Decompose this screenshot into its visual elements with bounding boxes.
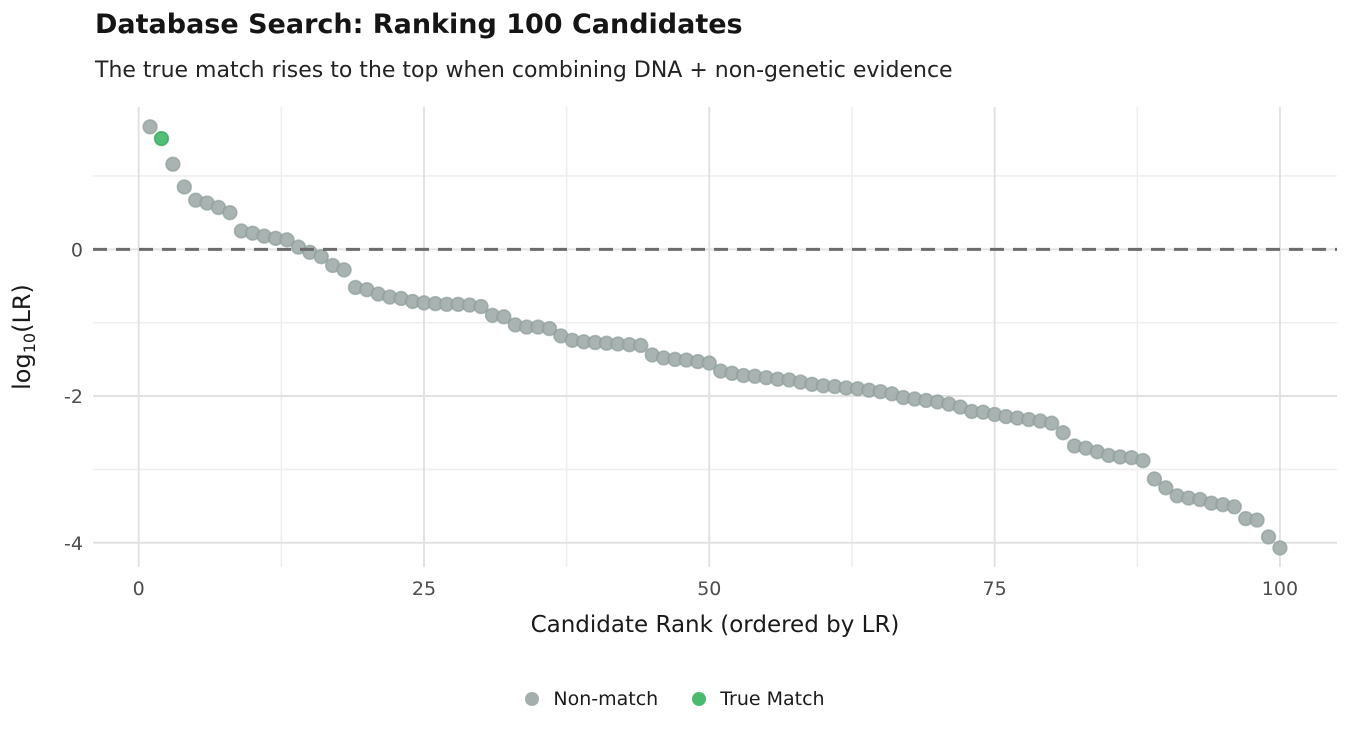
data-point-non-match [701, 355, 717, 371]
data-point-non-match [496, 309, 512, 325]
y-tick-label: -4 [64, 533, 83, 555]
data-point-non-match [1055, 425, 1071, 441]
data-point-non-match [142, 119, 158, 135]
data-point-non-match [1146, 471, 1163, 487]
lr-scatter-plot: 0 25 50 75 100 0 -2 -4 Candidate Rank (ordered … [8, 107, 1337, 638]
true-match-legend-dot [692, 692, 707, 706]
x-tick-label: 75 [983, 578, 1007, 600]
x-tick-label: 0 [133, 578, 145, 600]
data-point-non-match [633, 337, 649, 354]
true-match-legend-label: True Match [720, 688, 825, 710]
data-point-non-match [1043, 415, 1060, 431]
non-match-legend-dot [525, 692, 540, 706]
data-point-non-match [279, 232, 295, 248]
data-point-true-match [153, 130, 170, 147]
data-point-non-match [222, 204, 238, 221]
tick-label-layer: 0 25 50 75 100 0 -2 -4 [64, 239, 1298, 600]
data-point-non-match [541, 320, 558, 337]
data-point-non-match [1158, 480, 1174, 496]
x-tick-label: 25 [412, 578, 436, 600]
legend-item-true-match: True Match [692, 688, 825, 710]
legend-item-non-match: Non-match [525, 688, 658, 710]
data-point-non-match [1135, 452, 1151, 469]
x-tick-label: 50 [697, 578, 721, 600]
x-axis-title: Candidate Rank (ordered by LR) [531, 612, 900, 638]
grid-minor-layer [93, 107, 1337, 567]
data-point-non-match [313, 248, 329, 265]
data-point-non-match [336, 262, 352, 278]
y-tick-label: 0 [71, 239, 83, 261]
chart-legend: Non-match True Match [0, 688, 1350, 710]
data-point-non-match [1226, 499, 1242, 515]
chart-subtitle: The true match rises to the top when com… [95, 58, 953, 83]
chart-title: Database Search: Ranking 100 Candidates [95, 9, 743, 40]
y-axis-title: log10(LR) [8, 284, 39, 390]
y-axis-title-text: log10(LR) [8, 284, 39, 390]
data-point-non-match [1272, 540, 1288, 556]
data-point-non-match [176, 179, 193, 195]
points-layer [142, 119, 1288, 556]
data-point-non-match [1260, 529, 1277, 545]
y-tick-label: -2 [64, 386, 83, 408]
data-point-non-match [1249, 512, 1265, 528]
data-point-non-match [165, 156, 181, 172]
non-match-legend-label: Non-match [553, 688, 659, 710]
x-tick-label: 100 [1262, 578, 1298, 600]
data-point-non-match [473, 298, 489, 315]
